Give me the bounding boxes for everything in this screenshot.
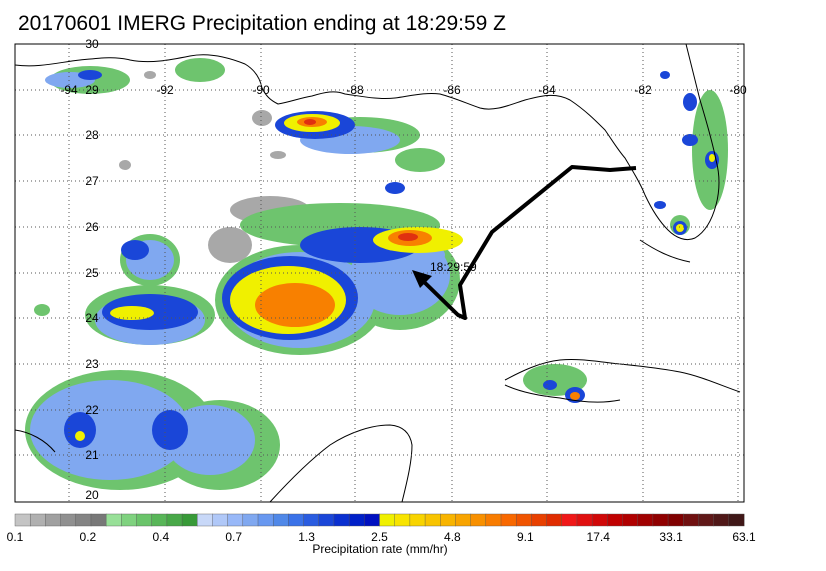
- colorbar-swatch: [440, 513, 456, 527]
- track-arrow-icon: [412, 270, 432, 288]
- colorbar-swatch: [652, 513, 669, 527]
- colorbar-swatch: [181, 513, 198, 527]
- longitude-labels: -94 -92 -90 -88 -86 -84 -82 -80: [60, 83, 747, 97]
- colorbar-swatch: [409, 513, 426, 527]
- colorbar-swatch: [197, 513, 213, 527]
- colorbar-swatch: [333, 513, 350, 527]
- colorbar-swatch: [364, 513, 380, 527]
- colorbar-tick-label: 0.7: [225, 530, 242, 544]
- colorbar-swatch: [683, 513, 699, 527]
- colorbar-swatch: [212, 513, 229, 527]
- lon-label: -84: [538, 83, 556, 97]
- lat-label: 24: [85, 311, 99, 325]
- colorbar-swatch: [728, 513, 745, 527]
- lat-label: 20: [85, 488, 99, 502]
- colorbar-swatch: [257, 513, 274, 527]
- colorbar-swatch: [576, 513, 593, 527]
- colorbar-swatch: [166, 513, 183, 527]
- map-title: 20170601 IMERG Precipitation ending at 1…: [18, 12, 506, 35]
- colorbar-swatch: [90, 513, 107, 527]
- lon-label: -86: [443, 83, 461, 97]
- lon-label: -92: [156, 83, 174, 97]
- colorbar-swatch: [151, 513, 168, 527]
- lat-label: 28: [85, 128, 99, 142]
- lat-lon-grid: [15, 44, 744, 502]
- lon-label: -80: [729, 83, 747, 97]
- colorbar-tick-label: 0.1: [7, 530, 24, 544]
- lon-label: -90: [252, 83, 270, 97]
- colorbar-swatch: [227, 513, 244, 527]
- colorbar-swatch: [318, 513, 335, 527]
- colorbar-tick-label: 4.8: [444, 530, 461, 544]
- colorbar-swatch: [14, 513, 31, 527]
- lat-label: 26: [85, 220, 99, 234]
- colorbar-swatch: [622, 513, 639, 527]
- lon-label: -88: [346, 83, 364, 97]
- lat-label: 23: [85, 357, 99, 371]
- colorbar-swatch: [713, 513, 730, 527]
- colorbar-swatch: [136, 513, 153, 527]
- colorbar: [14, 513, 745, 527]
- colorbar-swatch: [45, 513, 62, 527]
- colorbar-tick-label: 0.2: [80, 530, 97, 544]
- colorbar-tick-labels: 0.1 0.2 0.4 0.7 1.3 2.5 4.8 9.1 17.4 33.1 63.1: [7, 530, 756, 544]
- colorbar-swatch: [272, 513, 289, 527]
- colorbar-swatch: [105, 513, 122, 527]
- colorbar-tick-label: 1.3: [298, 530, 315, 544]
- colorbar-swatch: [303, 513, 320, 527]
- colorbar-swatch: [485, 513, 502, 527]
- colorbar-swatch: [455, 513, 472, 527]
- lat-label: 22: [85, 403, 99, 417]
- lat-label: 27: [85, 174, 99, 188]
- satellite-track: [412, 165, 637, 320]
- colorbar-tick-label: 9.1: [517, 530, 534, 544]
- colorbar-swatch: [546, 513, 563, 527]
- precipitation-field: [15, 44, 744, 502]
- colorbar-swatch: [561, 513, 578, 527]
- colorbar-swatch: [60, 513, 77, 527]
- colorbar-swatch: [500, 513, 517, 527]
- colorbar-swatch: [288, 513, 305, 527]
- lat-label: 29: [85, 83, 99, 97]
- colorbar-swatch: [531, 513, 548, 527]
- colorbar-swatch: [242, 513, 259, 527]
- lat-label: 21: [85, 448, 99, 462]
- colorbar-swatch: [591, 513, 608, 527]
- colorbar-swatch: [607, 513, 623, 527]
- colorbar-tick-label: 33.1: [659, 530, 683, 544]
- colorbar-tick-label: 2.5: [371, 530, 388, 544]
- latitude-labels: 30 29 28 27 26 25 24 23 22 21 20: [85, 37, 99, 502]
- colorbar-swatch: [470, 513, 487, 527]
- colorbar-swatch: [75, 513, 92, 527]
- colorbar-swatch: [515, 513, 532, 527]
- colorbar-tick-label: 63.1: [732, 530, 756, 544]
- colorbar-tick-label: 0.4: [152, 530, 169, 544]
- track-time-label: 18:29:59: [430, 260, 477, 274]
- map-frame: [14, 43, 745, 503]
- colorbar-swatch: [29, 513, 46, 527]
- colorbar-swatch: [698, 513, 715, 527]
- colorbar-swatch: [348, 513, 365, 527]
- colorbar-swatch: [637, 513, 654, 527]
- colorbar-swatch: [379, 513, 396, 527]
- lat-label: 30: [85, 37, 99, 51]
- colorbar-label: Precipitation rate (mm/hr): [312, 542, 447, 556]
- lat-label: 25: [85, 266, 99, 280]
- colorbar-tick-label: 17.4: [587, 530, 611, 544]
- colorbar-swatch: [667, 513, 684, 527]
- lon-label: -82: [634, 83, 652, 97]
- colorbar-swatch: [394, 513, 411, 527]
- colorbar-swatch: [424, 513, 441, 527]
- colorbar-swatch: [121, 513, 137, 527]
- lon-label: -94: [60, 83, 78, 97]
